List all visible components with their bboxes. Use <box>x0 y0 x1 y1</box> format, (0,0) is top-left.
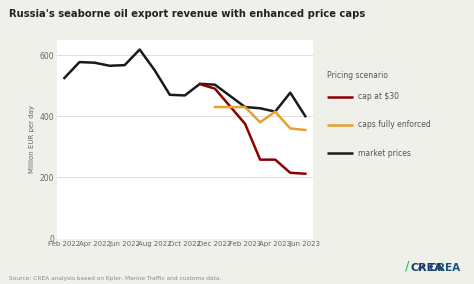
Text: market prices: market prices <box>358 149 411 158</box>
Text: Pricing scenario: Pricing scenario <box>327 71 388 80</box>
Text: /: / <box>405 260 410 273</box>
Y-axis label: Million EUR per day: Million EUR per day <box>29 105 35 173</box>
Text: ✔ CREA: ✔ CREA <box>417 263 460 273</box>
Text: Source: CREA analysis based on Kpler, Marine Traffic and customs data.: Source: CREA analysis based on Kpler, Ma… <box>9 276 222 281</box>
Text: Russia's seaborne oil export revenue with enhanced price caps: Russia's seaborne oil export revenue wit… <box>9 9 366 18</box>
Text: CREA: CREA <box>410 263 443 273</box>
Text: cap at $30: cap at $30 <box>358 92 399 101</box>
Text: caps fully enforced: caps fully enforced <box>358 120 430 130</box>
